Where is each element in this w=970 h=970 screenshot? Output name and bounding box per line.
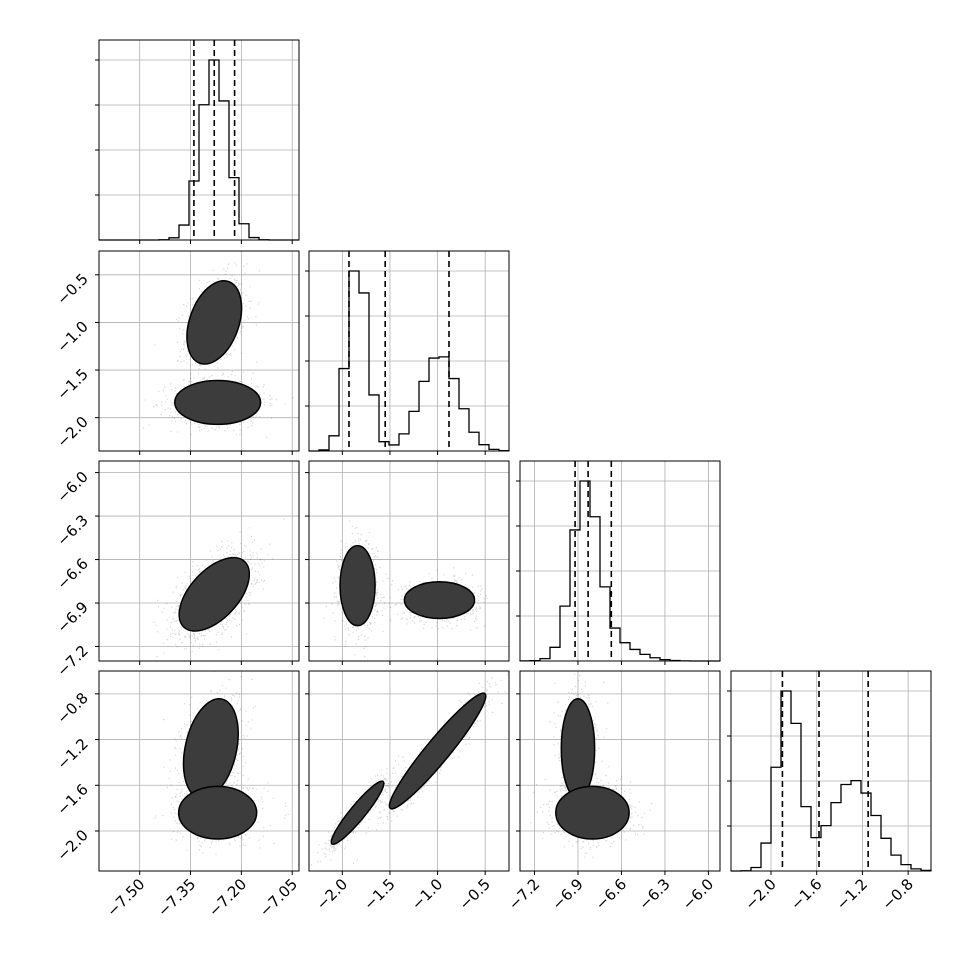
hist-panel-1 [305,250,510,455]
ytick-label-3-2: −1.2 [53,735,91,773]
scatter-frame-3-0 [98,670,300,872]
contour-2-1-0-0 [339,544,376,627]
contour-1-0-0-0 [186,280,243,365]
contour-3-0-1-0 [177,785,258,840]
xtick-label-1-3: −0.5 [456,875,494,913]
ytick-label-1-1: −1.5 [53,365,91,403]
ytick-label-1-2: −1.0 [53,318,91,356]
xtick-label-3-1: −1.6 [787,875,825,913]
xtick-label-2-0: −7.2 [505,875,543,913]
xtick-label-2-2: −6.6 [592,875,630,913]
scatter-panel-1-0 [95,250,300,455]
contour-2-0-0-0 [178,556,251,632]
xtick-label-3-2: −1.2 [833,875,871,913]
hist-step-3 [730,690,932,872]
xtick-label-2-4: −6.0 [679,875,717,913]
xtick-label-0-0: −7.50 [103,875,148,920]
scatter-panel-2-0 [95,460,300,665]
hist-panel-3 [727,670,932,875]
scatter-frame-2-1 [308,460,510,662]
contour-3-1-0-0 [330,780,385,846]
scatter-frame-1-0 [98,250,300,452]
contour-3-1-1-0 [388,692,487,810]
ytick-label-3-0: −2.0 [53,826,91,864]
hist-panel-0 [95,39,300,244]
scatter-frame-3-1 [308,670,510,872]
xtick-label-0-2: −7.20 [205,875,250,920]
scatter-frame-2-0 [98,460,300,662]
contour-2-1-1-0 [403,581,476,620]
contour-1-0-1-0 [174,379,262,426]
hist-grid-2 [520,461,720,661]
hist-grid-3 [731,671,931,871]
contour-3-2-0-0 [560,698,596,800]
hist-frame-1 [308,250,510,452]
xtick-label-0-3: −7.05 [256,875,301,920]
xtick-label-0-1: −7.35 [154,875,199,920]
scatter-panel-2-1 [305,460,510,665]
scatter-panel-3-1 [305,670,510,875]
ytick-label-2-2: −6.6 [53,555,91,593]
ytick-label-2-4: −6.0 [53,468,91,506]
scatter-panel-3-0 [95,670,300,875]
ytick-label-1-0: −2.0 [53,413,91,451]
hist-frame-2 [519,460,721,662]
scatter-frame-3-2 [519,670,721,872]
contour-3-2-1-0 [555,785,630,840]
xtick-label-1-0: −2.0 [313,875,351,913]
hist-grid-1 [309,251,509,451]
xtick-label-2-1: −6.9 [548,875,586,913]
scatter-panel-3-2 [516,670,721,875]
ytick-label-3-3: −0.8 [53,689,91,727]
hist-panel-2 [516,460,721,665]
hist-frame-3 [730,670,932,872]
ytick-label-1-3: −0.5 [53,270,91,308]
xtick-label-1-2: −1.0 [408,875,446,913]
hist-step-1 [308,270,510,452]
hist-frame-0 [98,39,300,241]
ytick-label-2-3: −6.3 [53,511,91,549]
xtick-label-3-3: −0.8 [878,875,916,913]
ytick-label-3-1: −1.6 [53,780,91,818]
ytick-label-2-1: −6.9 [53,598,91,636]
xtick-label-3-0: −2.0 [741,875,779,913]
scatter-grid-2-1 [309,461,509,661]
scatter-grid-3-2 [520,671,720,871]
xtick-label-2-3: −6.3 [635,875,673,913]
xtick-label-1-1: −1.5 [360,875,398,913]
ytick-label-2-0: −7.2 [53,642,91,680]
